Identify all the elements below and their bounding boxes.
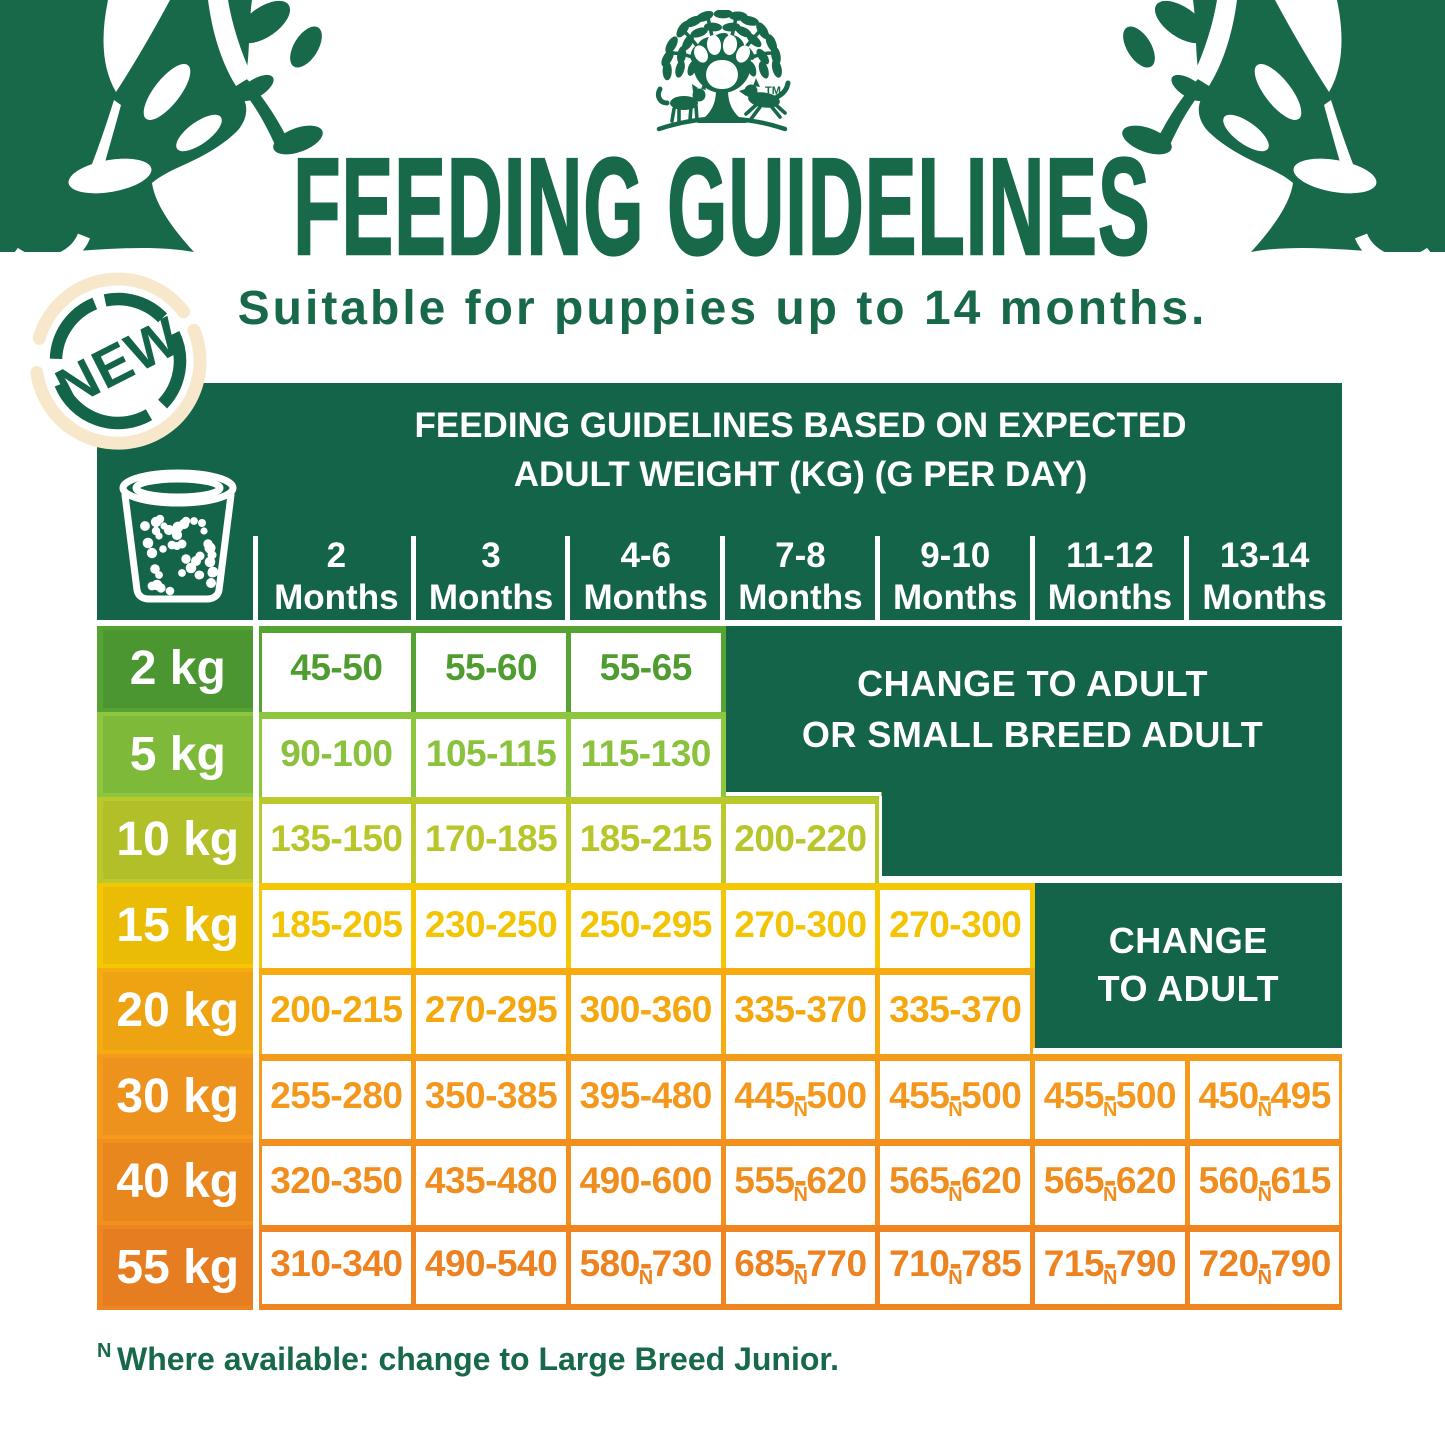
svg-text:TM: TM (765, 85, 781, 97)
svg-text:FEEDING GUIDELINES: FEEDING GUIDELINES (293, 129, 1150, 280)
